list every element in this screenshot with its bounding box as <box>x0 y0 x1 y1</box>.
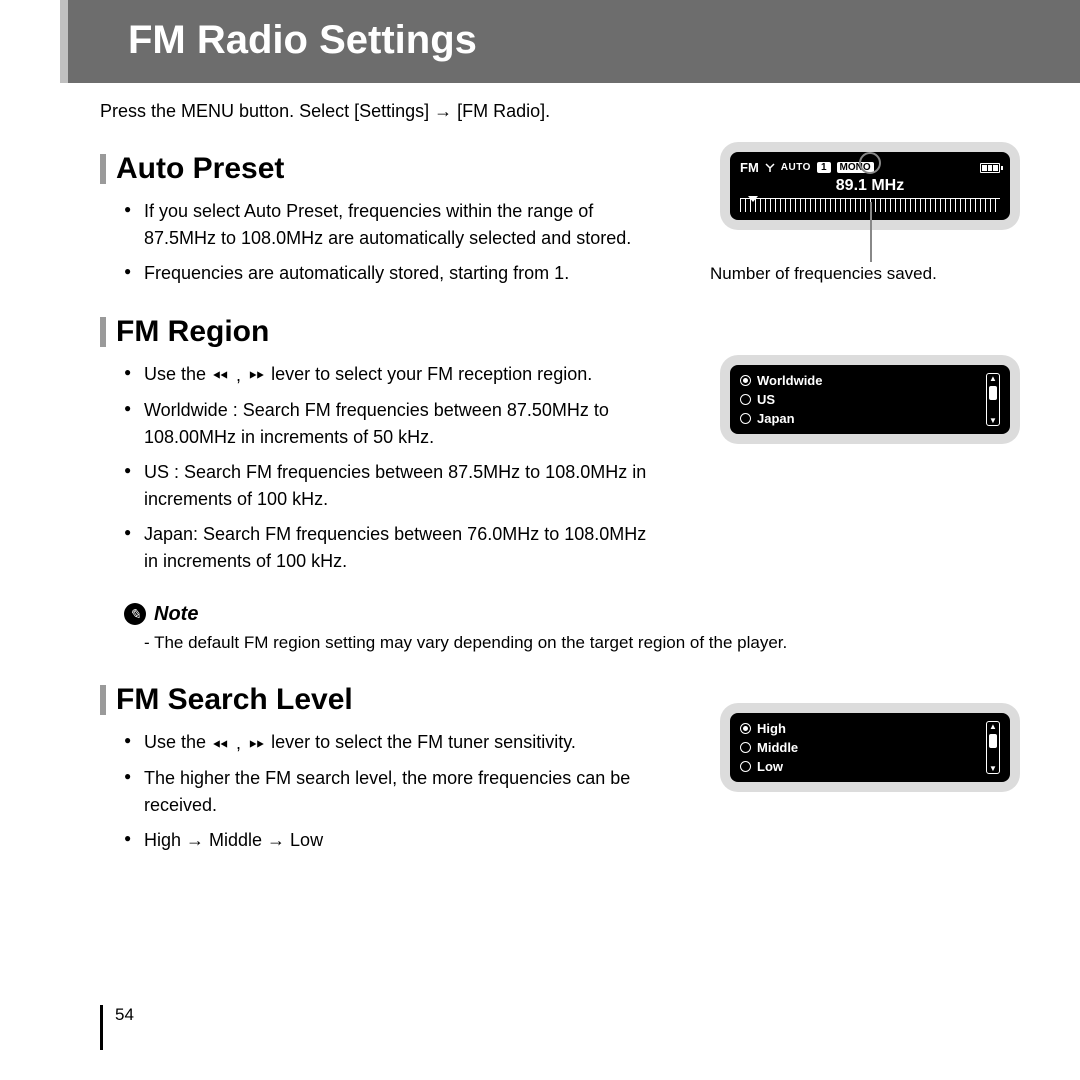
bullet-text: Worldwide : Search FM frequencies betwee… <box>124 397 660 451</box>
menu-item: Japan <box>740 411 980 426</box>
section-title: FM Region <box>116 315 269 349</box>
page-number: 54 <box>100 1005 134 1050</box>
auto-label: AUTO <box>781 162 811 173</box>
section-bar-icon <box>100 154 106 184</box>
section-title: FM Search Level <box>116 683 353 717</box>
bullet-text: High → Middle → Low <box>124 827 660 854</box>
frequency-value: 89.1 MHz <box>740 177 1000 195</box>
section-bar-icon <box>100 685 106 715</box>
bullet-text: Frequencies are automatically stored, st… <box>124 260 660 287</box>
bullet-text: The higher the FM search level, the more… <box>124 765 660 819</box>
display-auto-preset: FM AUTO 1 MONO 89.1 MHz Number of freque… <box>720 142 1020 230</box>
note-label: Note <box>154 603 198 626</box>
bullet-text: Use the , lever to select your FM recept… <box>124 361 660 389</box>
callout-text: Number of frequencies saved. <box>710 264 937 284</box>
antenna-icon <box>765 163 775 173</box>
callout-line <box>870 202 872 262</box>
callout-circle <box>859 152 881 174</box>
note-text: - The default FM region setting may vary… <box>124 630 1020 656</box>
radio-unselected-icon <box>740 742 751 753</box>
bullet-text: US : Search FM frequencies between 87.5M… <box>124 459 660 513</box>
radio-unselected-icon <box>740 761 751 772</box>
battery-icon <box>980 163 1000 173</box>
bullet-text: If you select Auto Preset, frequencies w… <box>124 198 660 252</box>
scrollbar <box>986 373 1000 426</box>
scrollbar <box>986 721 1000 774</box>
menu-item: Low <box>740 759 980 774</box>
display-fm-region: Worldwide US Japan <box>720 355 1020 444</box>
note-icon: ✎ <box>124 603 146 625</box>
section-auto-preset: Auto Preset If you select Auto Preset, f… <box>100 152 1020 287</box>
section-fm-search: FM Search Level Use the , lever to selec… <box>100 683 1020 854</box>
menu-item: High <box>740 721 980 736</box>
radio-unselected-icon <box>740 394 751 405</box>
menu-item: Middle <box>740 740 980 755</box>
radio-selected-icon <box>740 723 751 734</box>
section-fm-region: FM Region Use the , lever to select your… <box>100 315 1020 575</box>
note-block: ✎ Note - The default FM region setting m… <box>124 603 1020 656</box>
radio-unselected-icon <box>740 413 751 424</box>
menu-item: Worldwide <box>740 373 980 388</box>
bullet-text: Use the , lever to select the FM tuner s… <box>124 729 660 757</box>
page-title: FM Radio Settings <box>128 18 1080 63</box>
bullet-text: Japan: Search FM frequencies between 76.… <box>124 521 660 575</box>
radio-selected-icon <box>740 375 751 386</box>
section-title: Auto Preset <box>116 152 284 186</box>
preset-number-badge: 1 <box>817 162 831 173</box>
intro-text: Press the MENU button. Select [Settings]… <box>100 101 1020 122</box>
page-header: FM Radio Settings <box>60 0 1080 83</box>
display-fm-search: High Middle Low <box>720 703 1020 792</box>
menu-item: US <box>740 392 980 407</box>
fm-label: FM <box>740 160 759 175</box>
prev-next-icon: , <box>211 362 266 389</box>
section-bar-icon <box>100 317 106 347</box>
prev-next-icon: , <box>211 730 266 757</box>
